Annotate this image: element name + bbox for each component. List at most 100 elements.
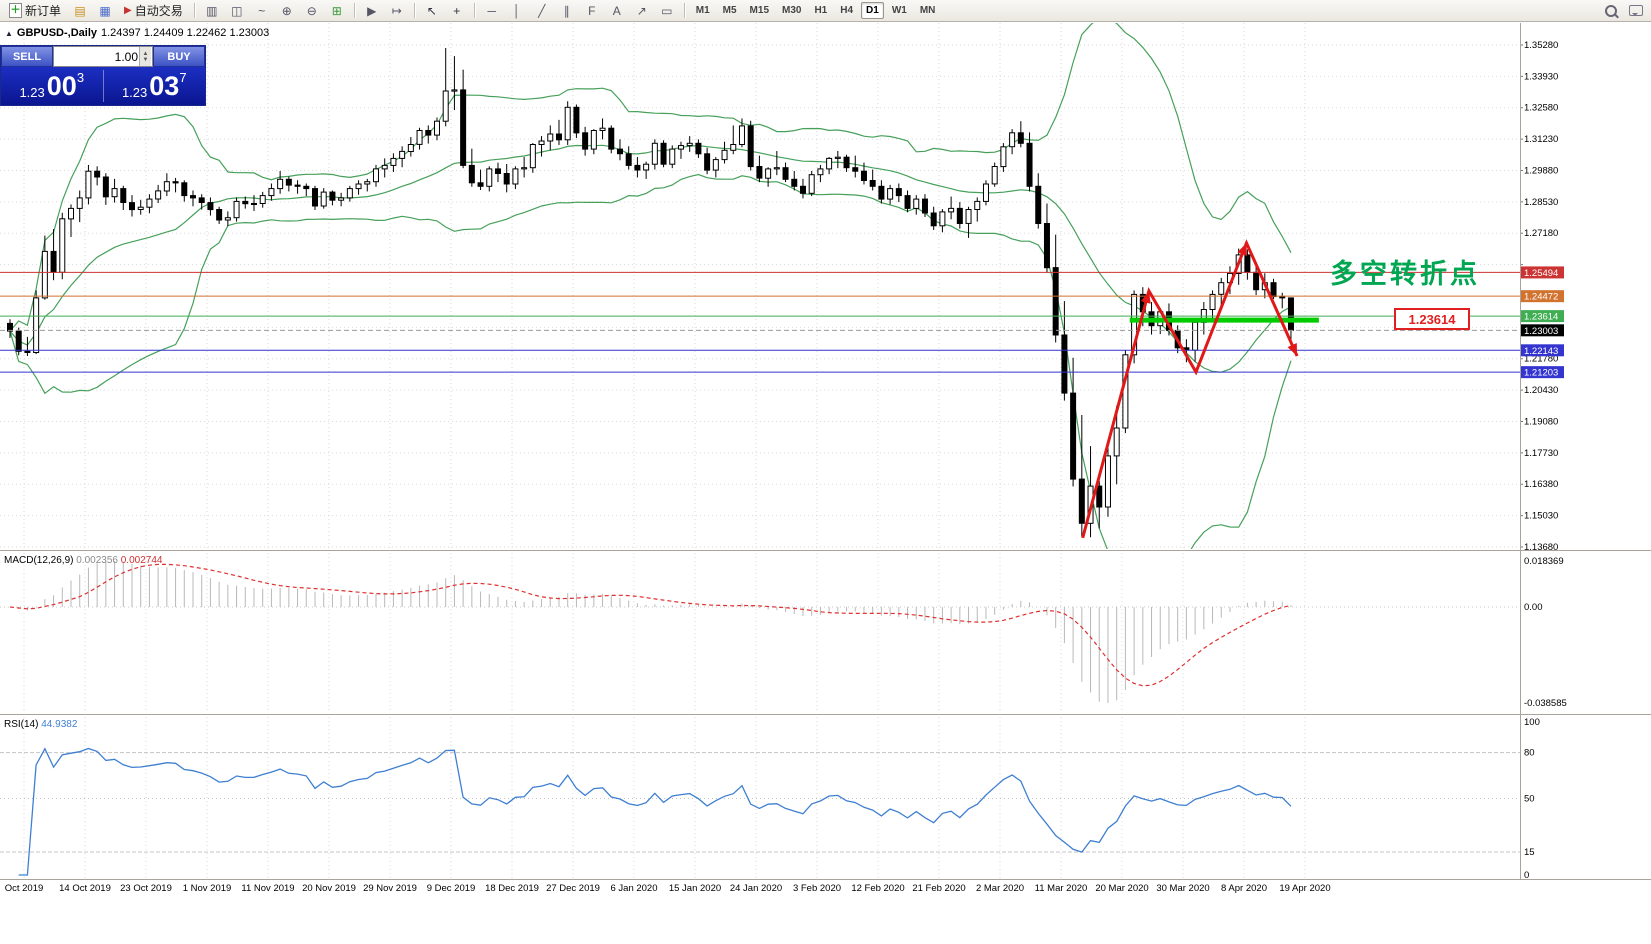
timeframe-h4[interactable]: H4 xyxy=(840,5,854,16)
new-order-button[interactable]: ＋ 新订单 xyxy=(3,1,67,21)
svg-text:1.16380: 1.16380 xyxy=(1524,479,1558,490)
sell-price-head: 1.23 xyxy=(19,85,45,100)
timeframe-w1[interactable]: W1 xyxy=(891,5,907,16)
svg-text:1.31230: 1.31230 xyxy=(1524,134,1558,145)
price-axis[interactable]: 1.35280 1.33930 1.32580 1.31230 1.29880 1.285… xyxy=(1520,40,1567,881)
svg-text:29 Nov 2019: 29 Nov 2019 xyxy=(363,883,417,894)
svg-text:11 Nov 2019: 11 Nov 2019 xyxy=(241,883,294,894)
horizontal-line-button[interactable]: ─ xyxy=(480,1,504,21)
buy-button[interactable]: BUY xyxy=(153,46,205,67)
svg-text:23 Oct 2019: 23 Oct 2019 xyxy=(120,883,172,894)
toolbar-separator xyxy=(353,3,355,18)
tile-windows-icon: ⊞ xyxy=(331,3,342,18)
arrows-button[interactable]: ↗ xyxy=(630,1,654,21)
svg-text:1.19080: 1.19080 xyxy=(1524,416,1558,427)
svg-text:1.24472: 1.24472 xyxy=(1524,292,1558,303)
shapes-button[interactable]: ▭ xyxy=(655,1,679,21)
chat-button[interactable] xyxy=(1624,1,1648,21)
volume-stepper[interactable]: ▲ ▼ xyxy=(139,47,151,66)
trendline-button[interactable]: ╱ xyxy=(530,1,554,21)
sell-price[interactable]: 1.23 00 3 xyxy=(1,67,103,105)
svg-text:2 Mar 2020: 2 Mar 2020 xyxy=(976,883,1024,894)
svg-text:1.27180: 1.27180 xyxy=(1524,228,1558,239)
toolbar-separator xyxy=(473,3,475,18)
main-chart[interactable] xyxy=(0,17,1520,576)
bar-chart-button[interactable]: ▥ xyxy=(200,1,224,21)
autotrading-button[interactable]: ▶ 自动交易 xyxy=(118,1,189,21)
stepper-up-icon[interactable]: ▲ xyxy=(142,50,149,57)
one-click-collapse-icon[interactable]: ▲ xyxy=(5,28,13,38)
svg-text:20 Mar 2020: 20 Mar 2020 xyxy=(1095,883,1148,894)
svg-text:30 Mar 2020: 30 Mar 2020 xyxy=(1156,883,1209,894)
timeframe-m1[interactable]: M1 xyxy=(695,5,710,16)
svg-text:80: 80 xyxy=(1524,748,1535,759)
tile-windows-button[interactable]: ⊞ xyxy=(325,1,349,21)
arrows-icon: ↗ xyxy=(636,3,647,18)
svg-text:1.29880: 1.29880 xyxy=(1524,165,1558,176)
svg-text:1.17730: 1.17730 xyxy=(1524,448,1558,459)
line-chart-icon: ~ xyxy=(258,3,266,18)
toolbar-separator xyxy=(193,3,195,18)
text-button[interactable]: A xyxy=(605,1,629,21)
shapes-icon: ▭ xyxy=(661,3,673,18)
svg-text:21 Feb 2020: 21 Feb 2020 xyxy=(912,883,965,894)
search-button[interactable] xyxy=(1599,1,1623,21)
turning-point-annotation[interactable]: 多空转折点 xyxy=(1330,259,1480,289)
arrowhead xyxy=(1287,342,1298,356)
fibonacci-button[interactable]: F xyxy=(580,1,604,21)
timeframe-h1[interactable]: H1 xyxy=(814,5,828,16)
bar-chart-icon: ▥ xyxy=(206,3,218,18)
grid xyxy=(0,23,1520,878)
time-axis[interactable]: Oct 2019 14 Oct 2019 23 Oct 2019 1 Nov 2019… xyxy=(5,883,1331,894)
svg-text:1.25494: 1.25494 xyxy=(1524,268,1558,279)
cursor-button[interactable]: ↖ xyxy=(420,1,444,21)
channel-icon: ∥ xyxy=(563,3,570,18)
vertical-line-button[interactable]: │ xyxy=(505,1,529,21)
bollinger-band xyxy=(9,23,1292,332)
chart-title: ▲ GBPUSD-,Daily 1.24397 1.24409 1.22462 … xyxy=(5,27,269,39)
sell-button[interactable]: SELL xyxy=(1,46,53,67)
svg-text:27 Dec 2019: 27 Dec 2019 xyxy=(546,883,600,894)
timeframe-m5[interactable]: M5 xyxy=(722,5,737,16)
macd-signal-value: 0.002744 xyxy=(120,555,163,566)
crosshair-icon: + xyxy=(453,3,461,18)
macd-panel[interactable] xyxy=(0,561,1520,703)
timeframe-mn[interactable]: MN xyxy=(919,5,936,16)
rsi-panel[interactable] xyxy=(0,747,1520,876)
symbol-period-label: GBPUSD-,Daily xyxy=(16,27,97,39)
svg-text:50: 50 xyxy=(1524,794,1535,805)
line-chart-button[interactable]: ~ xyxy=(250,1,274,21)
macd-indicator-label: MACD(12,26,9) 0.002356 0.002744 xyxy=(4,555,163,566)
svg-text:1.21780: 1.21780 xyxy=(1524,354,1558,365)
cursor-icon: ↖ xyxy=(426,3,437,18)
channel-button[interactable]: ∥ xyxy=(555,1,579,21)
ohlc-values: 1.24397 1.24409 1.22462 1.23003 xyxy=(101,27,270,39)
buy-price-head: 1.23 xyxy=(121,85,148,100)
charts-window-button[interactable]: ▤ xyxy=(68,1,92,21)
volume-input[interactable]: 1.00 ▲ ▼ xyxy=(53,46,153,67)
candlestick-chart-button[interactable]: ◫ xyxy=(225,1,249,21)
text-icon: A xyxy=(612,3,621,18)
support-price-label[interactable]: 1.23614 xyxy=(1394,308,1470,330)
rsi-value: 44.9382 xyxy=(41,719,78,730)
auto-scroll-button[interactable]: ▶ xyxy=(360,1,384,21)
timeframe-m30[interactable]: M30 xyxy=(782,5,802,16)
shift-chart-button[interactable]: ↦ xyxy=(385,1,409,21)
zoom-in-button[interactable]: ⊕ xyxy=(275,1,299,21)
buy-price[interactable]: 1.23 03 7 xyxy=(104,67,206,105)
zigzag-arrows[interactable] xyxy=(1081,239,1299,539)
panel-separators[interactable] xyxy=(0,23,1651,880)
svg-text:1.21203: 1.21203 xyxy=(1524,368,1558,379)
crosshair-button[interactable]: + xyxy=(445,1,469,21)
timeframe-m15[interactable]: M15 xyxy=(749,5,769,16)
market-watch-button[interactable]: ▦ xyxy=(93,1,117,21)
stepper-down-icon[interactable]: ▼ xyxy=(142,56,149,63)
zoom-out-button[interactable]: ⊖ xyxy=(300,1,324,21)
svg-text:12 Feb 2020: 12 Feb 2020 xyxy=(851,883,904,894)
svg-text:18 Dec 2019: 18 Dec 2019 xyxy=(485,883,539,894)
trendline-icon: ╱ xyxy=(538,3,546,18)
timeframe-d1[interactable]: D1 xyxy=(861,2,884,19)
bollinger-band xyxy=(9,173,1292,549)
svg-text:0.018369: 0.018369 xyxy=(1524,556,1564,567)
